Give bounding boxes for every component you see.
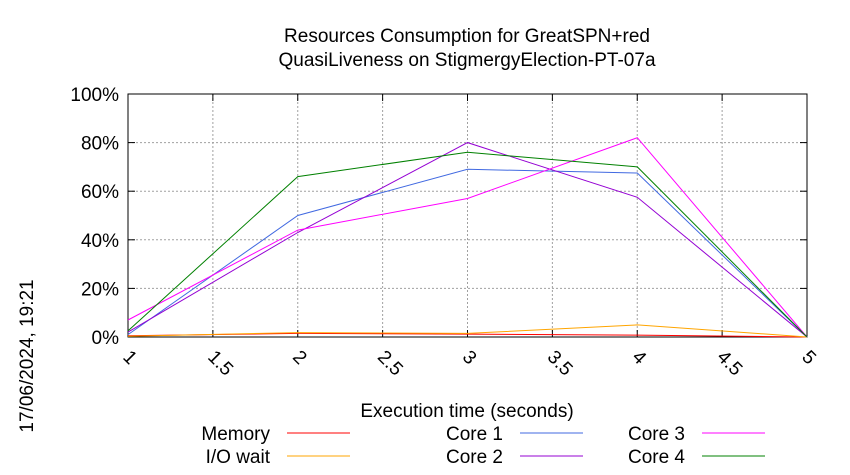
legend-label: I/O wait [206, 447, 271, 468]
chart-title-line2: QuasiLiveness on StigmergyElection-PT-07… [278, 50, 655, 71]
x-axis-label: Execution time (seconds) [360, 401, 573, 422]
y-tick-label: 0% [92, 328, 120, 349]
grid-lines [128, 94, 807, 337]
series-line-i-o-wait [127, 324, 808, 338]
x-tick-label: 1 [118, 347, 140, 369]
series-line-core-3 [127, 137, 808, 338]
series-line-core-4 [127, 151, 808, 338]
y-tick-label: 100% [70, 85, 119, 106]
y-ticks: 0% 20% 40% 60% 80% 100% [70, 85, 807, 349]
timestamp-label: 17/06/2024, 19:21 [17, 279, 38, 432]
x-tick-label: 3.5 [543, 347, 577, 381]
legend-label: Core 4 [628, 447, 685, 468]
series-line-core-2 [127, 142, 808, 338]
x-tick-label: 3 [458, 347, 480, 369]
x-tick-label: 2.5 [373, 347, 407, 381]
y-tick-label: 60% [81, 182, 119, 203]
chart-title-line1: Resources Consumption for GreatSPN+red [284, 26, 650, 47]
x-tick-label: 2 [288, 347, 310, 369]
legend-label: Core 2 [446, 447, 503, 468]
series-line-core-1 [127, 168, 808, 338]
legend-label: Core 1 [446, 424, 503, 445]
legend-label: Core 3 [628, 424, 685, 445]
x-tick-label: 1.5 [203, 347, 237, 381]
x-tick-label: 4.5 [713, 347, 747, 381]
x-tick-label: 4 [628, 347, 651, 370]
y-tick-label: 80% [81, 134, 119, 155]
legend-label: Memory [201, 424, 270, 445]
y-tick-label: 40% [81, 231, 119, 252]
y-tick-label: 20% [81, 279, 119, 300]
series-lines [127, 137, 808, 338]
x-tick-label: 5 [797, 347, 819, 369]
